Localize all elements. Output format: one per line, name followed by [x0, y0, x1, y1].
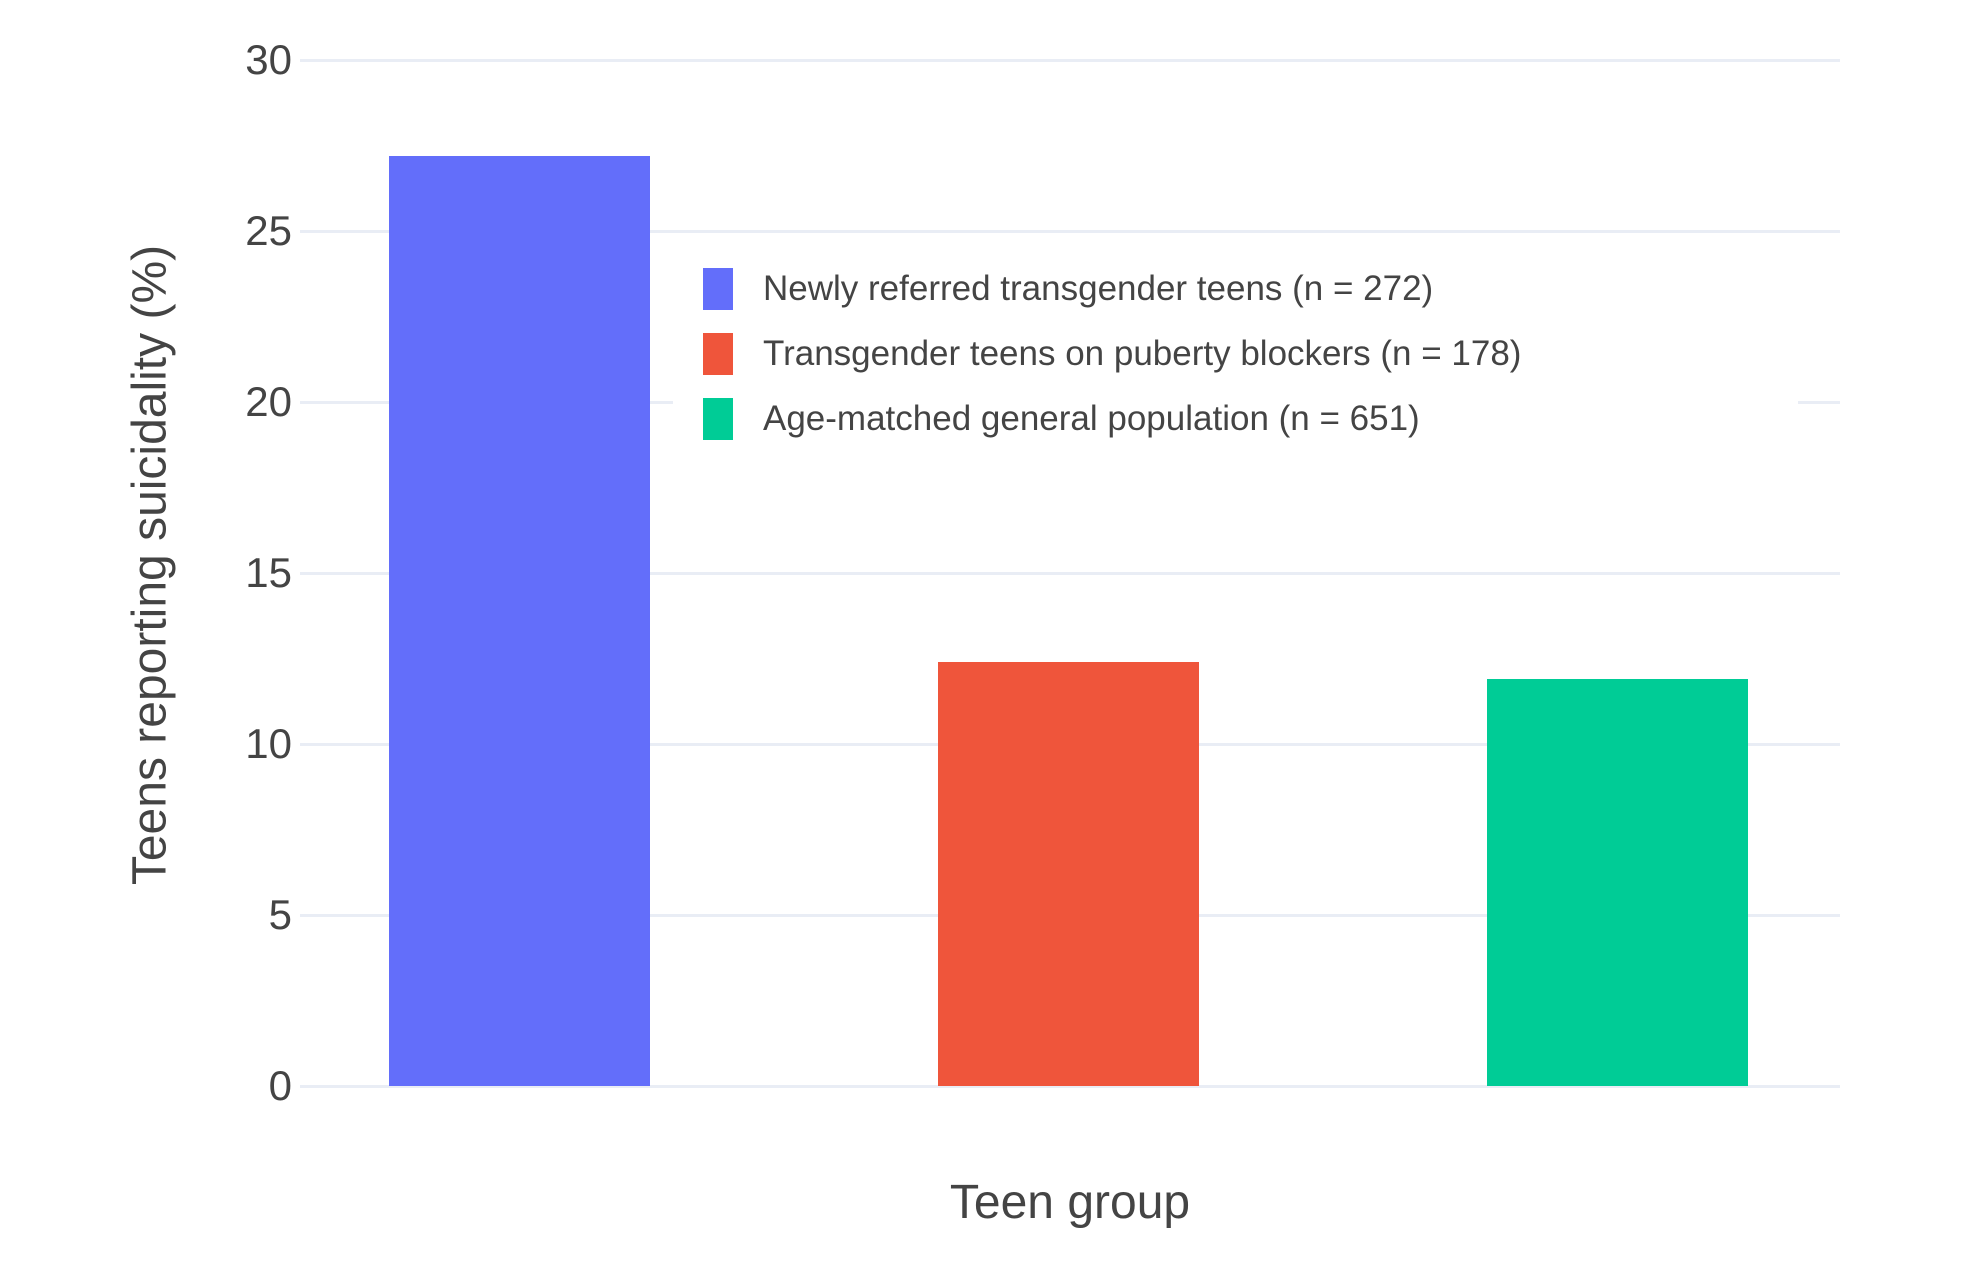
gridline-y-0 — [300, 1084, 1840, 1088]
bar-0-newly-referred-transgender-teens-n-272[interactable] — [389, 155, 650, 1086]
bar-2-age-matched-general-population-n-651[interactable] — [1487, 679, 1748, 1086]
bar-1-transgender-teens-on-puberty-blockers-n-[interactable] — [938, 661, 1199, 1086]
legend-label: Newly referred transgender teens (n = 27… — [763, 268, 1434, 308]
gridline-y-25 — [300, 229, 1840, 233]
y-tick-label-5: 5 — [268, 891, 292, 938]
legend-label: Transgender teens on puberty blockers (n… — [763, 333, 1522, 373]
legend-swatch-icon — [703, 332, 733, 375]
y-tick-label-10: 10 — [245, 720, 292, 767]
y-tick-label-25: 25 — [245, 207, 292, 254]
legend: Newly referred transgender teens (n = 27… — [673, 250, 1798, 457]
legend-label: Age-matched general population (n = 651) — [763, 398, 1420, 438]
y-tick-label-15: 15 — [245, 549, 292, 596]
gridline-y-30 — [300, 58, 1840, 62]
legend-swatch-icon — [703, 397, 733, 440]
y-tick-label-0: 0 — [268, 1062, 292, 1109]
y-tick-label-20: 20 — [245, 378, 292, 425]
legend-item-0[interactable]: Newly referred transgender teens (n = 27… — [703, 256, 1798, 321]
gridline-y-15 — [300, 571, 1840, 575]
legend-item-2[interactable]: Age-matched general population (n = 651) — [703, 386, 1798, 451]
x-axis-title: Teen group — [949, 1176, 1191, 1229]
y-tick-label-30: 30 — [245, 36, 292, 83]
legend-swatch-icon — [703, 267, 733, 310]
legend-item-1[interactable]: Transgender teens on puberty blockers (n… — [703, 321, 1798, 386]
y-axis-title: Teens reporting suicidality (%) — [123, 244, 177, 886]
